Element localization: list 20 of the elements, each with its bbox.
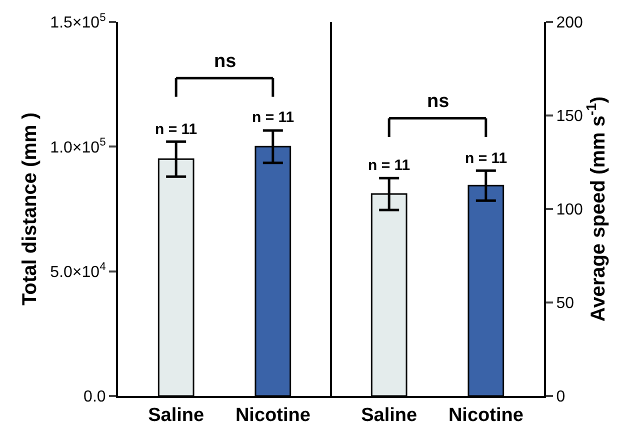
annotation: n = 11 — [155, 121, 198, 138]
x-tick-label: Saline — [361, 404, 418, 426]
annotation: n = 11 — [252, 109, 294, 126]
annotation: ns — [214, 51, 236, 72]
y2-tick-label: 150 — [556, 108, 583, 126]
annotation: n = 11 — [368, 157, 410, 174]
annotation: ns — [427, 91, 450, 112]
x-tick-label: Saline — [148, 404, 204, 426]
y2-tick-label: 100 — [556, 202, 583, 219]
annotation: n = 11 — [465, 150, 508, 167]
x-tick-label: Nicotine — [235, 404, 310, 426]
y-tick-label: 1.0×10$^{5}$ — [50, 136, 106, 156]
y-tick-label: 5.0×10$^{4}$ — [50, 261, 106, 281]
y2-tick-label: 0 — [556, 388, 566, 406]
y2-tick-label: 50 — [556, 295, 574, 312]
y-tick-label: 0.0 — [84, 388, 106, 406]
x-tick-label: Nicotine — [448, 404, 524, 426]
y-axis-title: Total distance (mm ) — [19, 112, 42, 306]
y2-tick-label: 200 — [556, 14, 583, 32]
y-tick-label: 1.5×10$^{5}$ — [50, 12, 106, 32]
